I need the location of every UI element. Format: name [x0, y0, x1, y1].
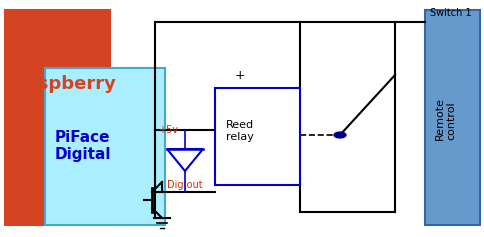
Bar: [5, 10, 110, 225]
Text: Raspberry
Pi: Raspberry Pi: [12, 75, 116, 114]
Bar: [45, 68, 165, 225]
Text: Remote
control: Remote control: [434, 96, 455, 140]
Text: Dig out: Dig out: [166, 180, 202, 190]
Text: +5v: +5v: [158, 125, 178, 135]
Text: Reed
relay: Reed relay: [226, 120, 254, 141]
Bar: [424, 10, 479, 225]
Circle shape: [333, 132, 345, 138]
Bar: [214, 88, 300, 185]
Polygon shape: [166, 149, 203, 171]
Text: PiFace
Digital: PiFace Digital: [55, 130, 111, 162]
Text: +: +: [234, 69, 245, 82]
Text: Switch 1: Switch 1: [429, 8, 470, 18]
